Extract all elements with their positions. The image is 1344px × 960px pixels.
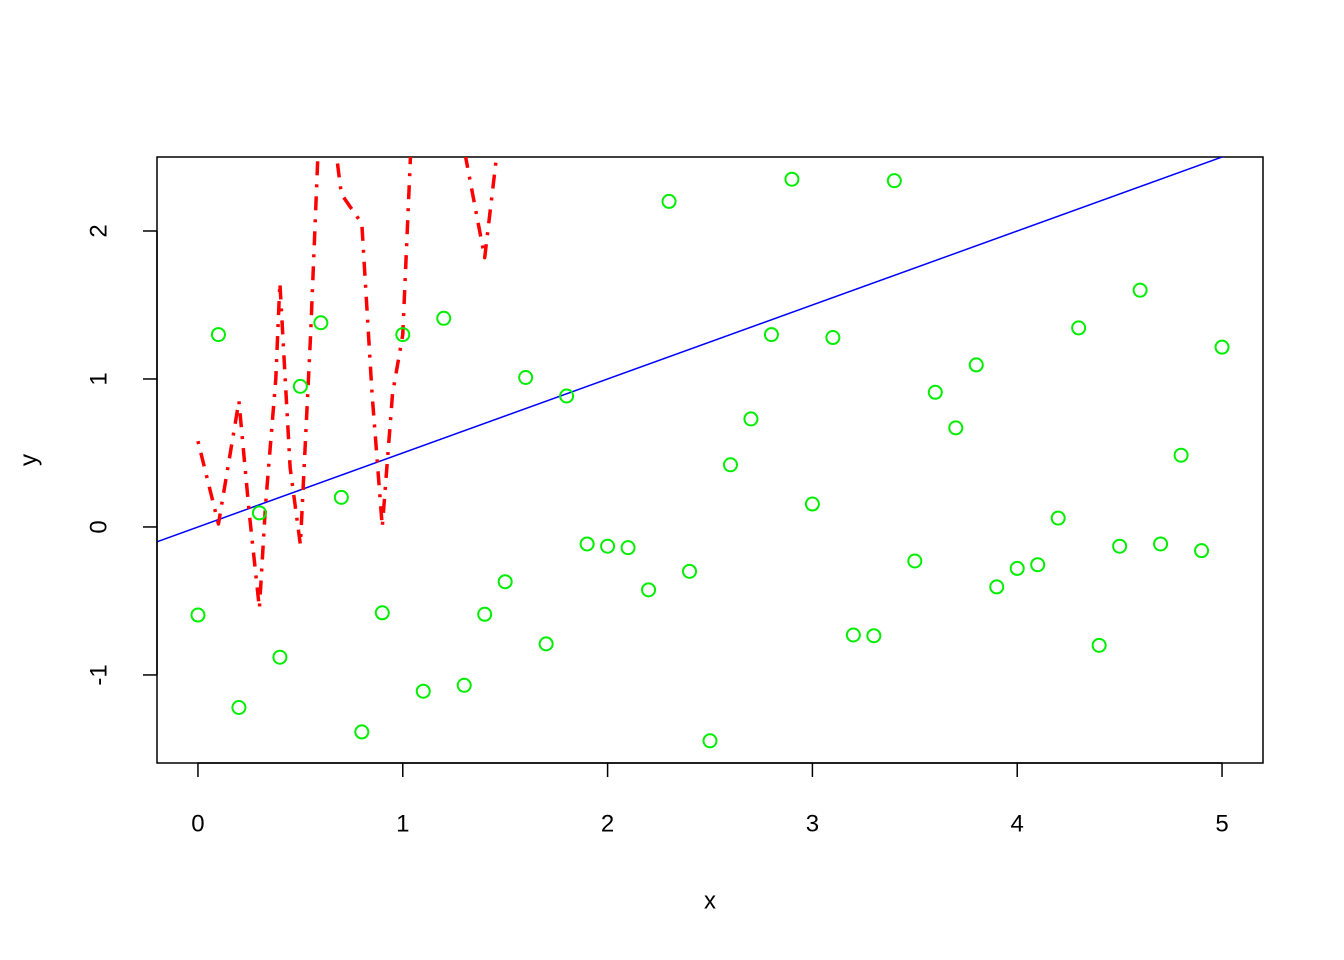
x-tick-label: 5 <box>1215 810 1228 837</box>
point <box>579 536 595 552</box>
point <box>1132 282 1148 298</box>
point <box>845 627 861 643</box>
x-tick-label: 3 <box>806 810 819 837</box>
y-tick-label: 0 <box>85 520 112 533</box>
point <box>804 496 820 512</box>
point <box>948 420 964 436</box>
point <box>333 489 349 505</box>
plot-frame <box>156 156 1264 764</box>
point <box>825 330 841 346</box>
point <box>518 369 534 385</box>
point <box>641 582 657 598</box>
point <box>743 411 759 427</box>
x-tick-label: 4 <box>1011 810 1024 837</box>
fit-line <box>157 157 1225 543</box>
point <box>395 327 411 343</box>
point <box>1050 510 1066 526</box>
point <box>210 327 226 343</box>
point <box>682 563 698 579</box>
point <box>1173 447 1189 463</box>
x-tick-label: 1 <box>396 810 409 837</box>
point <box>907 553 923 569</box>
point <box>1194 543 1210 559</box>
point <box>292 378 308 394</box>
point <box>497 574 513 590</box>
plot-area <box>157 157 1230 749</box>
point <box>989 579 1005 595</box>
point <box>620 540 636 556</box>
point <box>702 733 718 749</box>
point <box>661 193 677 209</box>
y-tick-label: -1 <box>85 664 112 685</box>
point <box>313 315 329 331</box>
point <box>559 388 575 404</box>
point <box>374 605 390 621</box>
curve-line <box>196 157 499 611</box>
point <box>1009 560 1025 576</box>
point <box>415 683 431 699</box>
point <box>722 457 738 473</box>
point <box>886 173 902 189</box>
point <box>354 724 370 740</box>
point <box>231 700 247 716</box>
x-tick-label: 2 <box>601 810 614 837</box>
point <box>1091 637 1107 653</box>
point <box>1071 320 1087 336</box>
point <box>866 628 882 644</box>
point <box>1030 557 1046 573</box>
point <box>763 327 779 343</box>
point <box>1153 536 1169 552</box>
point <box>251 505 267 521</box>
y-axis-label: y <box>15 454 42 466</box>
x-tick-label: 0 <box>191 810 204 837</box>
point <box>436 310 452 326</box>
point <box>456 677 472 693</box>
point <box>538 636 554 652</box>
x-axis-label: x <box>704 887 716 914</box>
point <box>1112 538 1128 554</box>
point <box>1214 339 1230 355</box>
point <box>784 171 800 187</box>
point <box>968 357 984 373</box>
point <box>272 649 288 665</box>
point <box>927 384 943 400</box>
y-tick-label: 2 <box>85 224 112 237</box>
point <box>477 606 493 622</box>
point <box>600 538 616 554</box>
y-tick-label: 1 <box>85 372 112 385</box>
point <box>190 607 206 623</box>
